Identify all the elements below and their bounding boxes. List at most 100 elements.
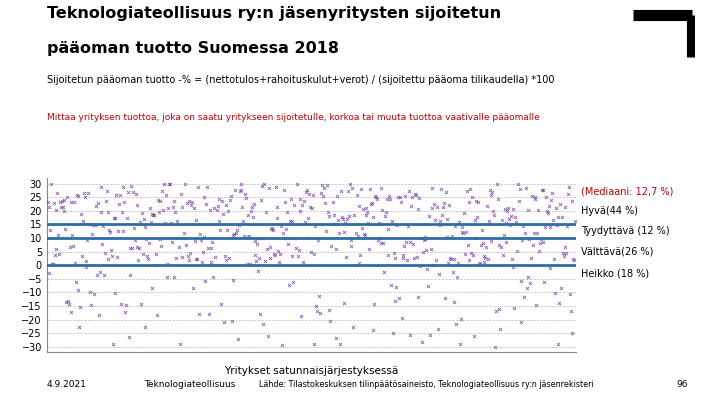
Point	[135, 301, 147, 307]
Point	[76, 211, 87, 217]
Point	[539, 224, 551, 231]
Point	[271, 204, 283, 211]
Point	[195, 237, 207, 243]
Point	[121, 215, 132, 221]
Point	[226, 318, 238, 324]
Point	[140, 236, 152, 243]
Point	[411, 254, 423, 260]
Point	[184, 249, 196, 256]
Point	[549, 290, 561, 296]
Point	[114, 192, 126, 198]
Point	[512, 181, 523, 188]
Text: Teknologiateollisuus: Teknologiateollisuus	[144, 380, 235, 389]
Point	[53, 232, 64, 238]
Point	[377, 207, 388, 213]
Point	[145, 218, 156, 225]
Point	[171, 218, 183, 224]
Point	[455, 316, 467, 322]
Point	[495, 326, 506, 332]
Point	[534, 247, 545, 254]
Point	[467, 252, 479, 258]
Point	[302, 215, 314, 222]
Point	[194, 311, 205, 317]
Point	[204, 259, 216, 266]
Point	[503, 216, 515, 222]
Point	[444, 254, 456, 261]
Point	[506, 256, 518, 262]
Point	[354, 252, 366, 258]
Point	[152, 196, 163, 203]
Point	[61, 194, 73, 200]
Point	[523, 236, 535, 243]
Point	[269, 251, 280, 257]
Point	[157, 207, 168, 213]
Point	[356, 225, 368, 232]
Point	[498, 232, 510, 238]
Point	[407, 194, 418, 200]
Point	[519, 230, 531, 237]
Point	[76, 253, 88, 260]
Point	[492, 195, 503, 202]
Point	[400, 193, 411, 199]
Point	[187, 285, 199, 292]
Point	[472, 199, 484, 205]
Point	[431, 203, 443, 210]
Point	[468, 333, 480, 340]
Point	[211, 207, 222, 214]
Point	[210, 262, 222, 268]
Point	[392, 194, 404, 201]
Point	[374, 234, 385, 241]
Point	[301, 187, 312, 194]
Point	[174, 340, 186, 347]
Point	[294, 196, 306, 202]
Text: Heikko (18 %): Heikko (18 %)	[581, 269, 649, 279]
Point	[510, 218, 522, 225]
Point	[287, 253, 298, 260]
Point	[146, 210, 158, 217]
Point	[165, 220, 176, 226]
Point	[206, 245, 217, 251]
Point	[210, 254, 221, 260]
Point	[562, 191, 574, 197]
Point	[259, 258, 271, 264]
Point	[238, 218, 249, 224]
Point	[567, 256, 579, 262]
Point	[511, 248, 523, 255]
Point	[199, 278, 211, 284]
Point	[500, 239, 511, 245]
Point	[208, 205, 220, 211]
Point	[96, 241, 108, 247]
Point	[69, 260, 81, 266]
Point	[240, 195, 251, 201]
Point	[97, 223, 109, 230]
Point	[45, 227, 56, 233]
Point	[566, 198, 577, 204]
Point	[267, 227, 279, 234]
Point	[419, 234, 431, 240]
Point	[55, 204, 67, 210]
Point	[159, 220, 171, 227]
Point	[459, 251, 471, 258]
Point	[526, 255, 537, 261]
Point	[196, 258, 207, 265]
Point	[433, 222, 445, 228]
Point	[516, 237, 528, 243]
Point	[514, 186, 526, 192]
Point	[448, 256, 459, 262]
Point	[136, 209, 148, 216]
Point	[472, 214, 483, 221]
Point	[342, 188, 354, 194]
Point	[188, 204, 199, 211]
Point	[527, 241, 539, 248]
Point	[168, 198, 179, 204]
Point	[507, 206, 518, 212]
Point	[183, 256, 194, 263]
Point	[72, 287, 84, 293]
Point	[82, 190, 94, 196]
Point	[227, 232, 238, 239]
Point	[528, 230, 539, 236]
Point	[490, 308, 502, 315]
Point	[232, 336, 243, 342]
Point	[486, 237, 498, 244]
Point	[111, 192, 122, 198]
